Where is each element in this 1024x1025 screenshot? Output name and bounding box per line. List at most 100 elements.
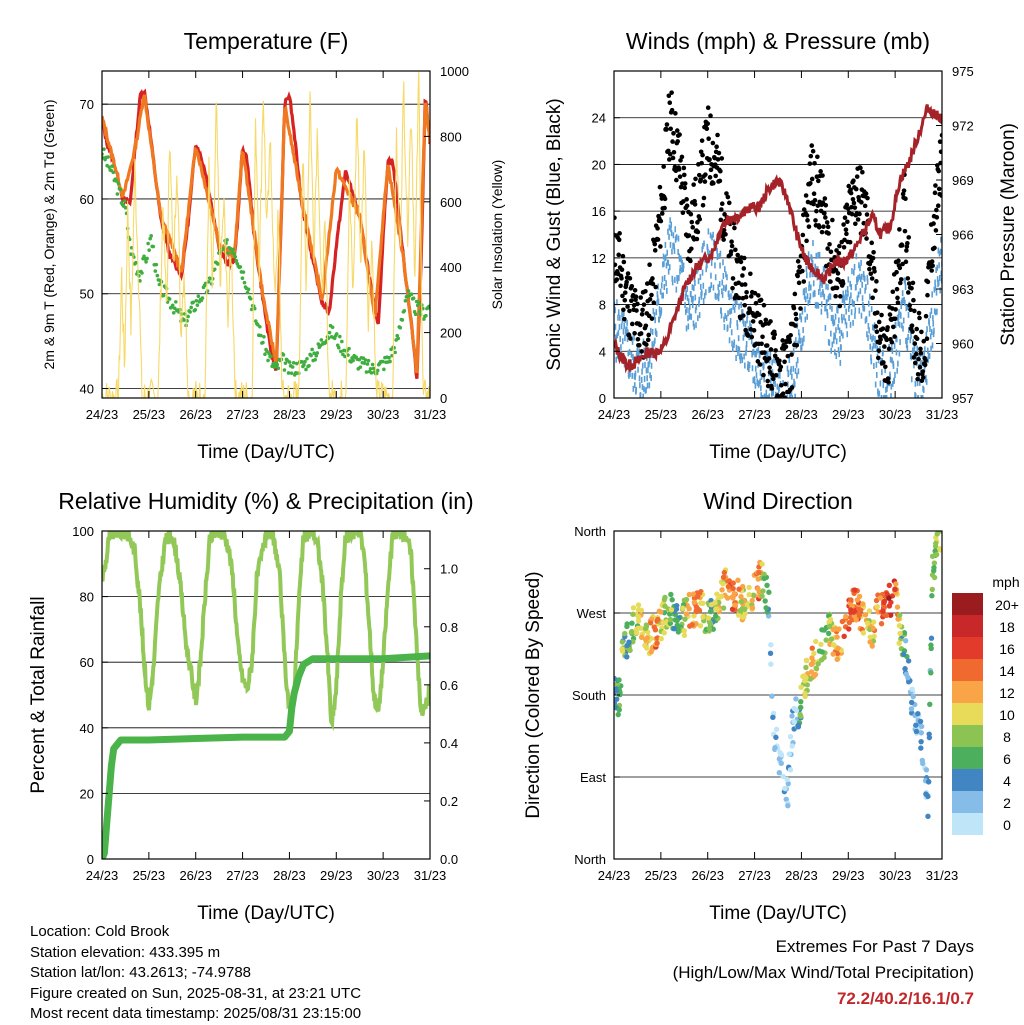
- wind-direction-point: [746, 584, 752, 591]
- gust-point: [869, 276, 875, 281]
- wind-direction-point: [778, 760, 784, 767]
- wind-direction-point: [823, 637, 829, 643]
- dewpoint-point: [226, 251, 230, 256]
- dewpoint-point: [424, 313, 428, 318]
- gust-point: [616, 237, 622, 243]
- gust-point: [874, 279, 879, 284]
- gust-point: [793, 323, 798, 328]
- wind-direction-point: [672, 617, 678, 623]
- wind-direction-point: [905, 679, 912, 685]
- humidity-y-axis-label: Percent & Total Rainfall: [28, 596, 49, 793]
- gust-point: [906, 235, 912, 240]
- gust-point: [765, 378, 770, 384]
- dewpoint-point: [262, 335, 266, 339]
- wind-direction-point: [633, 630, 640, 636]
- dewpoint-point: [249, 307, 254, 312]
- gust-point: [707, 175, 713, 180]
- gust-point: [938, 160, 942, 166]
- wind-direction-point: [928, 670, 934, 676]
- gust-point: [848, 190, 854, 196]
- gust-point: [870, 295, 875, 301]
- gust-point: [782, 359, 787, 365]
- gust-point: [617, 231, 622, 236]
- dewpoint-point: [191, 300, 196, 305]
- gust-point: [681, 165, 687, 171]
- gust-point: [929, 259, 935, 264]
- gust-point: [694, 236, 700, 242]
- gust-point: [675, 139, 681, 144]
- colorbar-swatch: [952, 791, 983, 813]
- wind-direction-point: [894, 604, 901, 610]
- wind-direction-point: [671, 625, 677, 632]
- wind-direction-point: [738, 594, 744, 600]
- temperature-x-tick-label: 27/23: [226, 407, 259, 422]
- gust-point: [935, 203, 941, 208]
- dewpoint-point: [314, 354, 319, 358]
- dewpoint-point: [294, 361, 299, 366]
- humidity-y2-tick-label: 0.0: [440, 852, 458, 867]
- wind-direction-point: [777, 749, 783, 756]
- gust-point: [789, 385, 795, 390]
- dewpoint-point: [123, 205, 128, 210]
- wind-direction-point: [928, 642, 934, 648]
- wind-direction-point: [908, 706, 915, 712]
- gust-point: [838, 294, 843, 299]
- gust-point: [886, 380, 891, 385]
- wind-direction-point: [867, 634, 873, 640]
- gust-point: [778, 364, 784, 370]
- dewpoint-point: [358, 365, 363, 369]
- gust-point: [699, 160, 704, 166]
- gust-point: [793, 316, 799, 322]
- temperature-y2-tick-label: 0: [440, 391, 447, 406]
- wind-direction-point: [658, 609, 664, 615]
- gust-point: [936, 168, 942, 174]
- gust-point: [655, 226, 660, 231]
- gust-point: [899, 243, 905, 248]
- wind-direction-point: [768, 642, 774, 648]
- wind-direction-point: [638, 607, 645, 613]
- gust-point: [844, 202, 850, 208]
- wind-direction-point: [896, 623, 903, 629]
- gust-point: [691, 182, 696, 187]
- wind-direction-point: [694, 594, 701, 600]
- humidity-x-tick-label: 25/23: [133, 868, 166, 883]
- wind-direction-point: [662, 603, 668, 609]
- wind-direction-point: [883, 612, 890, 619]
- humidity-title: Relative Humidity (%) & Precipitation (i…: [58, 488, 473, 514]
- gust-point: [814, 208, 819, 214]
- gust-point: [639, 349, 644, 354]
- wind-direction-point: [843, 613, 849, 620]
- dewpoint-point: [134, 260, 138, 265]
- gust-point: [830, 217, 835, 223]
- direction-y-axis-label: Direction (Colored By Speed): [523, 571, 544, 818]
- extremes-title: Extremes For Past 7 Days: [775, 937, 974, 956]
- wind-direction-point: [826, 619, 832, 625]
- wind-direction-point: [787, 733, 794, 740]
- dewpoint-point: [174, 300, 178, 304]
- dewpoint-point: [300, 360, 304, 364]
- gust-point: [853, 221, 858, 227]
- dewpoint-point: [282, 368, 287, 372]
- winds-y2-tick-label: 969: [952, 173, 974, 188]
- wind-direction-point: [642, 625, 649, 632]
- gust-point: [827, 241, 832, 247]
- direction-x-tick-label: 25/23: [645, 868, 678, 883]
- wind-direction-point: [787, 767, 794, 773]
- wind-direction-point: [798, 684, 804, 690]
- dewpoint-point: [147, 248, 151, 252]
- gust-point: [873, 324, 879, 329]
- temperature-y2-tick-label: 800: [440, 129, 462, 144]
- gust-point: [764, 343, 770, 348]
- winds-y2-tick-label: 975: [952, 64, 974, 79]
- wind-direction-point: [834, 656, 840, 663]
- dewpoint-point: [330, 325, 335, 330]
- dewpoint-point: [225, 238, 229, 242]
- wind-direction-point: [776, 756, 783, 762]
- dewpoint-point: [242, 280, 247, 285]
- dewpoint-point: [310, 347, 314, 352]
- wind-direction-point: [929, 586, 936, 593]
- temp9m-line: [102, 94, 430, 374]
- winds-y2-tick-label: 960: [952, 337, 974, 352]
- wind-direction-point: [654, 640, 660, 646]
- wind-direction-point: [742, 606, 748, 612]
